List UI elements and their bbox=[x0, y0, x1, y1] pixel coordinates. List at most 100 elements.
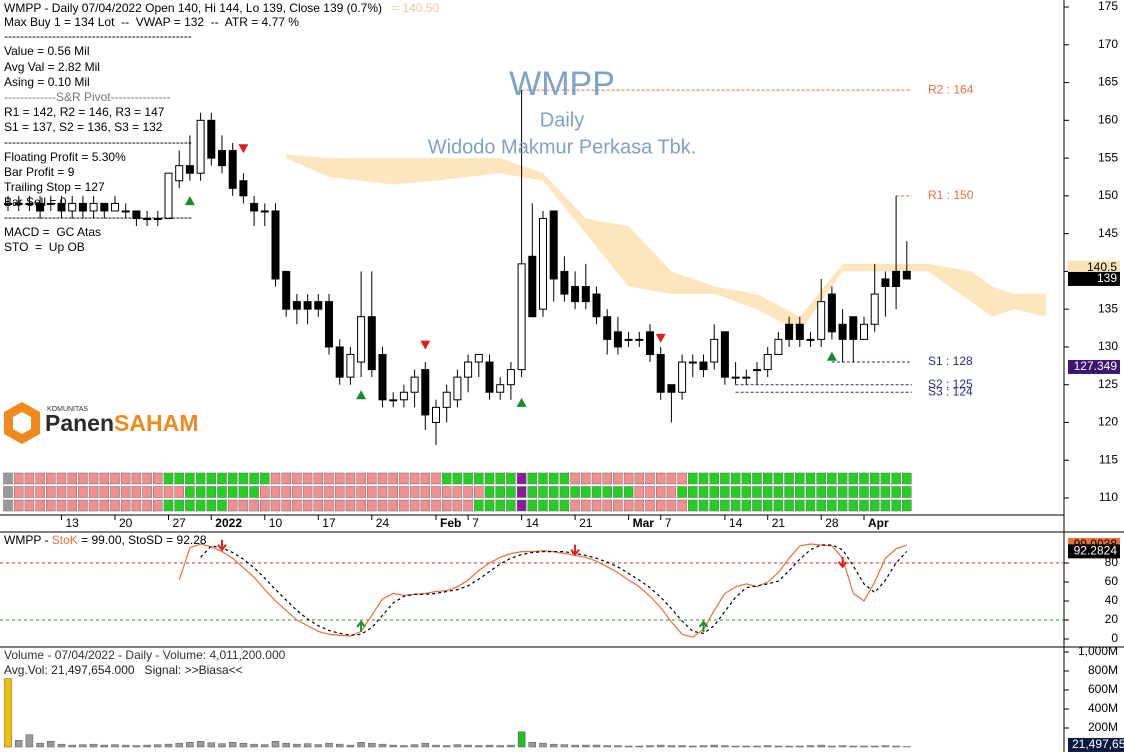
status-cell bbox=[859, 486, 869, 498]
status-cell bbox=[805, 472, 816, 485]
y-tick-label: 150 bbox=[1098, 188, 1118, 202]
status-cell bbox=[613, 499, 623, 512]
volume-bar bbox=[25, 734, 34, 748]
status-cell bbox=[356, 472, 366, 485]
status-cell bbox=[399, 499, 409, 512]
volume-bar bbox=[517, 731, 526, 748]
candle-body bbox=[453, 376, 462, 401]
stoch-header-part: WMPP - bbox=[4, 533, 52, 547]
status-cell bbox=[848, 472, 859, 485]
x-tick-label: 7 bbox=[472, 516, 479, 530]
candle-body bbox=[603, 316, 612, 340]
status-cell bbox=[795, 499, 805, 512]
status-cell bbox=[548, 472, 559, 485]
status-cell bbox=[741, 499, 752, 512]
status-cell bbox=[784, 486, 794, 498]
candle-body bbox=[335, 346, 344, 378]
volume-bar bbox=[346, 744, 355, 748]
status-cell bbox=[3, 486, 13, 498]
candle-body bbox=[346, 353, 355, 378]
volume-bar bbox=[507, 744, 515, 748]
status-cell bbox=[902, 472, 912, 485]
volume-bar bbox=[667, 745, 676, 748]
status-cell bbox=[784, 499, 794, 512]
x-tick-label: Mar bbox=[633, 516, 655, 530]
volume-bar bbox=[721, 745, 729, 748]
x-tick-label: 14 bbox=[526, 516, 540, 530]
price-label-box bbox=[1068, 260, 1120, 275]
pivot-label: S3 : 124 bbox=[928, 384, 973, 398]
status-cell bbox=[837, 486, 848, 498]
status-cell bbox=[581, 499, 591, 512]
y-tick-label: 165 bbox=[1098, 75, 1118, 89]
status-cell bbox=[709, 499, 719, 512]
volume-bar bbox=[14, 740, 23, 748]
y-tick-label: 400M bbox=[1088, 701, 1118, 715]
candle-body bbox=[4, 202, 12, 205]
status-cell bbox=[260, 472, 270, 485]
volume-bar bbox=[368, 742, 376, 748]
candle-body bbox=[282, 270, 291, 310]
volume-bar bbox=[528, 742, 537, 748]
info-line: ----------------------------------------… bbox=[4, 29, 192, 43]
status-cell bbox=[474, 499, 484, 512]
status-cell bbox=[292, 486, 302, 498]
status-cell bbox=[730, 499, 741, 512]
candle-body bbox=[827, 293, 836, 333]
status-cell bbox=[56, 472, 67, 485]
status-cell bbox=[420, 472, 431, 485]
volume-bar bbox=[753, 745, 761, 748]
candle-body bbox=[185, 165, 194, 174]
volume-bar bbox=[314, 744, 323, 748]
volume-bar bbox=[400, 745, 408, 748]
candle-body bbox=[838, 323, 847, 340]
status-cell bbox=[623, 499, 634, 512]
x-tick-label: 13 bbox=[66, 516, 80, 530]
price-label: 127.349 bbox=[1074, 359, 1118, 373]
status-cell bbox=[645, 472, 655, 485]
volume-bar bbox=[560, 744, 569, 748]
volume-header: Volume - 07/04/2022 - Daily - Volume: 4,… bbox=[4, 648, 286, 662]
candle-body bbox=[389, 399, 398, 402]
status-cell bbox=[655, 499, 666, 512]
candle-body bbox=[111, 202, 119, 212]
candle-body bbox=[218, 150, 226, 167]
status-cell bbox=[281, 499, 291, 512]
volume-bar bbox=[132, 745, 141, 748]
status-cell bbox=[548, 499, 559, 512]
status-cell bbox=[698, 472, 709, 485]
candle-body bbox=[806, 338, 815, 341]
y-tick-label: 110 bbox=[1099, 490, 1118, 504]
status-cell bbox=[431, 472, 441, 485]
status-cell bbox=[634, 486, 645, 498]
volume-bar bbox=[4, 678, 12, 748]
volume-bar bbox=[539, 742, 547, 748]
status-cell bbox=[816, 499, 826, 512]
candle-body bbox=[442, 391, 451, 408]
signal-arrow bbox=[356, 620, 366, 632]
candle-body bbox=[14, 202, 23, 205]
candle-body bbox=[710, 338, 719, 363]
x-tick-label: 21 bbox=[772, 516, 786, 530]
status-cell bbox=[538, 472, 548, 485]
volume-bar bbox=[164, 743, 173, 748]
volume-bar bbox=[271, 741, 280, 748]
volume-bar bbox=[571, 744, 579, 748]
volume-bar bbox=[453, 744, 462, 748]
status-cell bbox=[238, 499, 249, 512]
status-cell bbox=[581, 486, 591, 498]
status-cell bbox=[805, 486, 816, 498]
candle-body bbox=[228, 150, 237, 189]
candle-body bbox=[539, 218, 547, 310]
status-cell bbox=[174, 486, 184, 498]
status-cell bbox=[13, 499, 24, 512]
volume-bar bbox=[710, 744, 718, 748]
close-label-box bbox=[1068, 271, 1120, 286]
status-cell bbox=[227, 472, 238, 485]
status-cell bbox=[880, 486, 891, 498]
status-cell bbox=[99, 472, 110, 485]
volume-bar bbox=[699, 745, 708, 748]
status-cell bbox=[142, 472, 152, 485]
signal-marker bbox=[184, 196, 195, 206]
y-tick-label: 1,000M bbox=[1078, 644, 1118, 658]
